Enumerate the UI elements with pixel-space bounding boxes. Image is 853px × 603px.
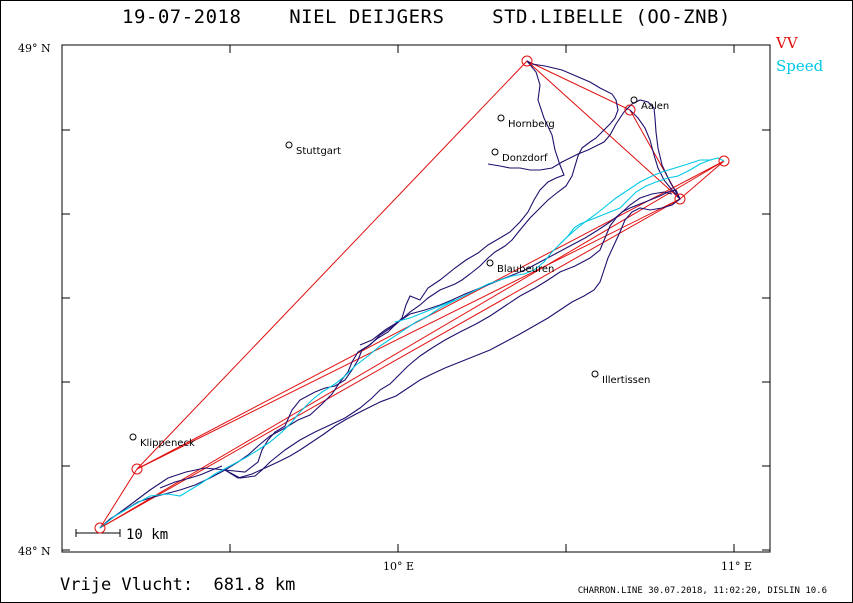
lon-10-label: 10° E xyxy=(383,560,414,573)
city-markers: Aalen Hornberg Stuttgart Donzdorf Blaubeuren… xyxy=(129,96,669,449)
city-marker xyxy=(129,433,137,441)
turnpoint-marker xyxy=(131,463,143,475)
turnpoint-marker xyxy=(94,522,106,534)
city-label: Blaubeuren xyxy=(497,264,554,275)
lon-ticks xyxy=(229,45,735,552)
city-label: Klippeneck xyxy=(140,438,195,449)
distance-label: Vrije Vlucht: 681.8 km xyxy=(60,575,296,595)
legend-speed: Speed xyxy=(776,57,824,75)
city-marker xyxy=(285,141,293,149)
credit-label: CHARRON.LINE 30.07.2018, 11:02:20, DISLI… xyxy=(577,586,827,596)
city-label: Aalen xyxy=(641,101,669,112)
city-label: Illertissen xyxy=(602,375,650,386)
flight-track xyxy=(99,60,681,529)
city-marker xyxy=(486,259,494,267)
city-marker xyxy=(630,96,638,104)
turnpoint-marker xyxy=(624,104,636,116)
city-label: Donzdorf xyxy=(502,153,548,164)
flight-title: 19-07-2018 NIEL DEIJGERS STD.LIBELLE (OO… xyxy=(122,6,731,28)
lon-11-label: 11° E xyxy=(721,560,752,573)
vv-course xyxy=(99,60,725,529)
city-marker xyxy=(491,148,499,156)
speed-track xyxy=(99,157,725,529)
turnpoint-marker xyxy=(674,193,686,205)
turnpoint-markers xyxy=(94,55,730,534)
turnpoint-marker xyxy=(718,155,730,167)
city-label: Stuttgart xyxy=(296,146,341,157)
scale-bar: 10 km xyxy=(75,527,168,543)
city-marker xyxy=(497,114,505,122)
lat-ticks xyxy=(62,44,770,551)
lat-49-label: 49° N xyxy=(18,42,51,55)
turnpoint-marker xyxy=(521,55,533,67)
scale-bar-label: 10 km xyxy=(126,527,168,543)
city-label: Hornberg xyxy=(508,119,555,130)
city-marker xyxy=(591,370,599,378)
legend-vv: VV xyxy=(776,34,798,52)
lat-48-label: 48° N xyxy=(18,545,51,558)
